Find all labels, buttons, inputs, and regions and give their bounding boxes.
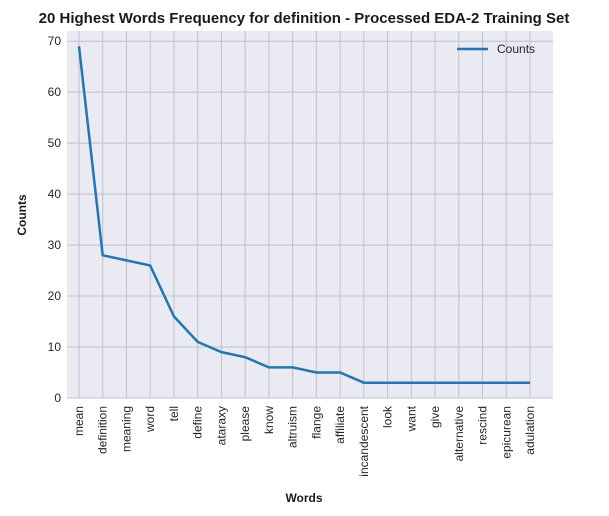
legend: Counts xyxy=(457,42,535,56)
x-tick-label: flange xyxy=(309,406,323,439)
x-tick-label: definition xyxy=(96,406,110,454)
y-tick-label: 10 xyxy=(48,340,62,354)
x-axis-label: Words xyxy=(285,491,322,505)
y-tick-label: 40 xyxy=(48,187,62,201)
x-tick-label: altruism xyxy=(286,406,300,448)
x-tick-label: adulation xyxy=(523,406,537,455)
y-tick-label: 0 xyxy=(54,391,61,405)
y-tick-label: 30 xyxy=(48,238,62,252)
y-tick-label: 70 xyxy=(48,34,62,48)
x-tick-label: ataraxy xyxy=(214,406,228,445)
y-tick-label: 60 xyxy=(48,85,62,99)
plot-area xyxy=(67,31,553,398)
legend-label: Counts xyxy=(497,42,535,56)
chart-title: 20 Highest Words Frequency for definitio… xyxy=(39,10,570,27)
y-tick-labels: 0 10 20 30 40 50 60 70 xyxy=(48,34,62,405)
x-tick-label: epicurean xyxy=(499,406,513,459)
x-tick-label: mean xyxy=(72,406,86,436)
x-tick-label: want xyxy=(404,405,418,432)
y-tick-label: 50 xyxy=(48,136,62,150)
x-tick-label: define xyxy=(191,406,205,439)
x-tick-label: please xyxy=(238,406,252,442)
series-layer xyxy=(77,46,530,384)
x-tick-label: affiliate xyxy=(333,406,347,444)
x-tick-label: know xyxy=(262,406,276,434)
x-tick-label: alternative xyxy=(452,406,466,462)
x-tick-label: meaning xyxy=(119,406,133,452)
x-tick-labels: mean definition meaning word tell define atara… xyxy=(72,405,537,477)
grid-layer xyxy=(67,31,553,399)
y-axis-label: Counts xyxy=(15,194,29,236)
series-line xyxy=(77,46,530,384)
y-tick-label: 20 xyxy=(48,289,62,303)
x-tick-label: incandescent xyxy=(357,405,371,476)
x-tick-label: tell xyxy=(167,406,181,421)
x-tick-label: rescind xyxy=(476,406,490,445)
x-tick-label: look xyxy=(381,405,395,428)
x-tick-label: word xyxy=(143,406,157,433)
x-tick-label: give xyxy=(428,406,442,428)
